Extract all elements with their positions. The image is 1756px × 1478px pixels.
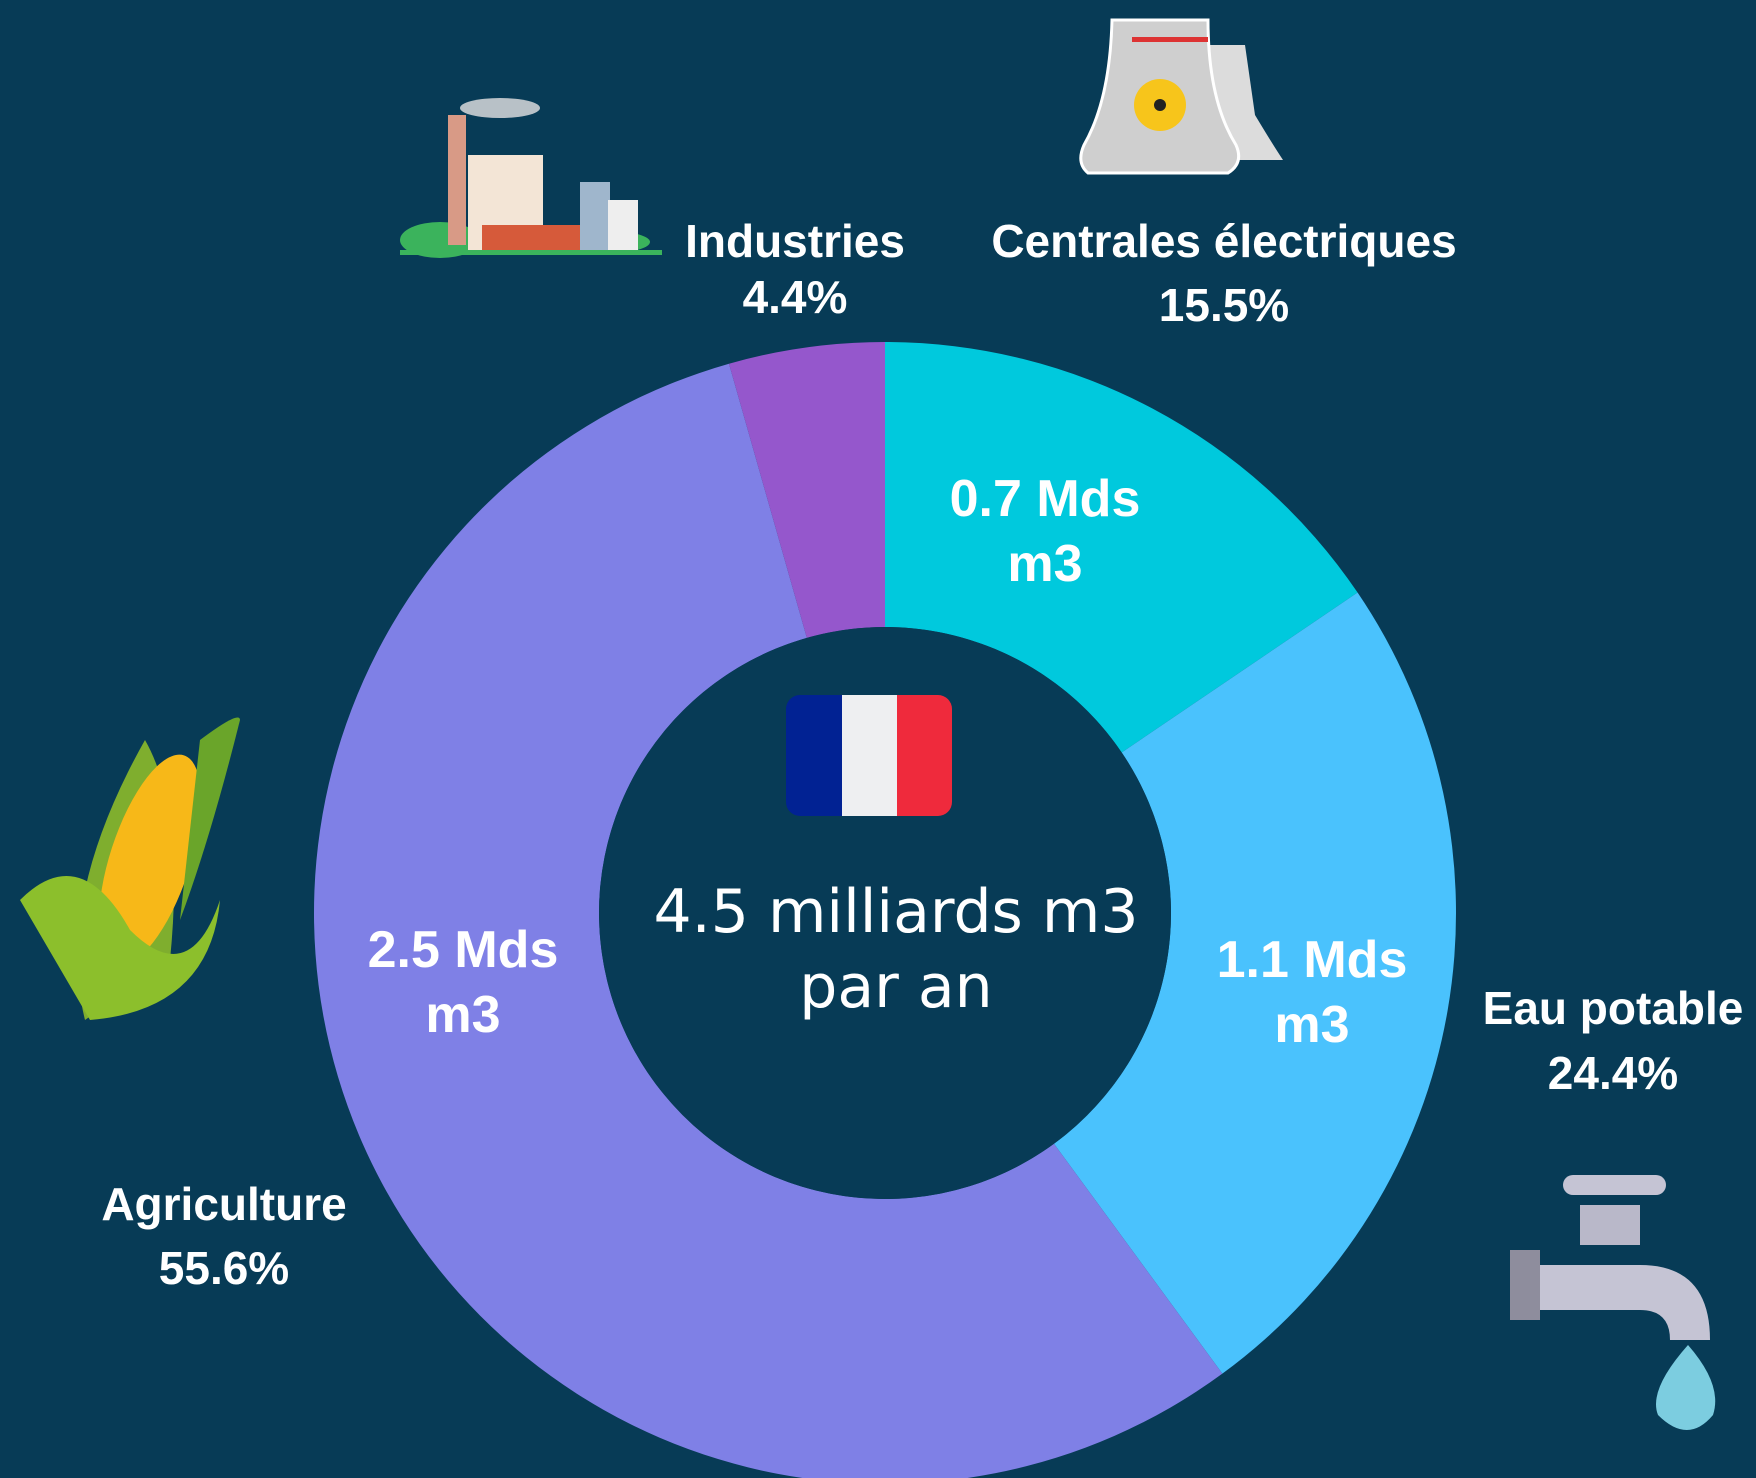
percent-label: 15.5% [1159,278,1289,332]
power-plant-icon [1081,20,1283,173]
volume-label: 0.7 Mds m3 [925,467,1165,597]
page: 4.5 milliards m3 par an (() => { const d… [0,0,1756,1478]
category-label: Industries [685,214,905,268]
category-label: Eau potable [1483,981,1744,1035]
percent-label: 4.4% [743,270,848,324]
volume-label: 1.1 Mds m3 [1192,928,1432,1058]
center-text: 4.5 milliards m3 par an [626,875,1166,1025]
category-label: Centrales électriques [991,214,1456,268]
category-label: Agriculture [101,1177,346,1231]
factory-icon [400,98,662,258]
percent-label: 24.4% [1548,1046,1678,1100]
tap-icon [1510,1175,1715,1430]
percent-label: 55.6% [159,1241,289,1295]
corn-icon [20,718,240,1021]
volume-label: 2.5 Mds m3 [343,918,583,1048]
flag [786,695,952,816]
